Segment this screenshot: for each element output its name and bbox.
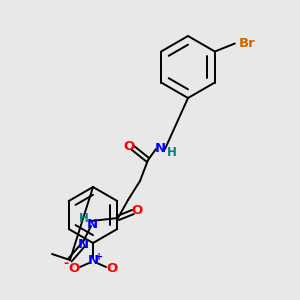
Text: -: -	[63, 256, 69, 269]
Text: N: N	[154, 142, 166, 155]
Text: N: N	[77, 238, 88, 251]
Text: N: N	[87, 254, 99, 268]
Text: N: N	[86, 218, 98, 230]
Text: O: O	[131, 203, 142, 217]
Text: O: O	[123, 140, 135, 152]
Text: O: O	[106, 262, 118, 275]
Text: H: H	[167, 146, 177, 158]
Text: H: H	[79, 212, 89, 226]
Text: +: +	[95, 252, 103, 262]
Text: O: O	[68, 262, 80, 275]
Text: Br: Br	[239, 37, 256, 50]
